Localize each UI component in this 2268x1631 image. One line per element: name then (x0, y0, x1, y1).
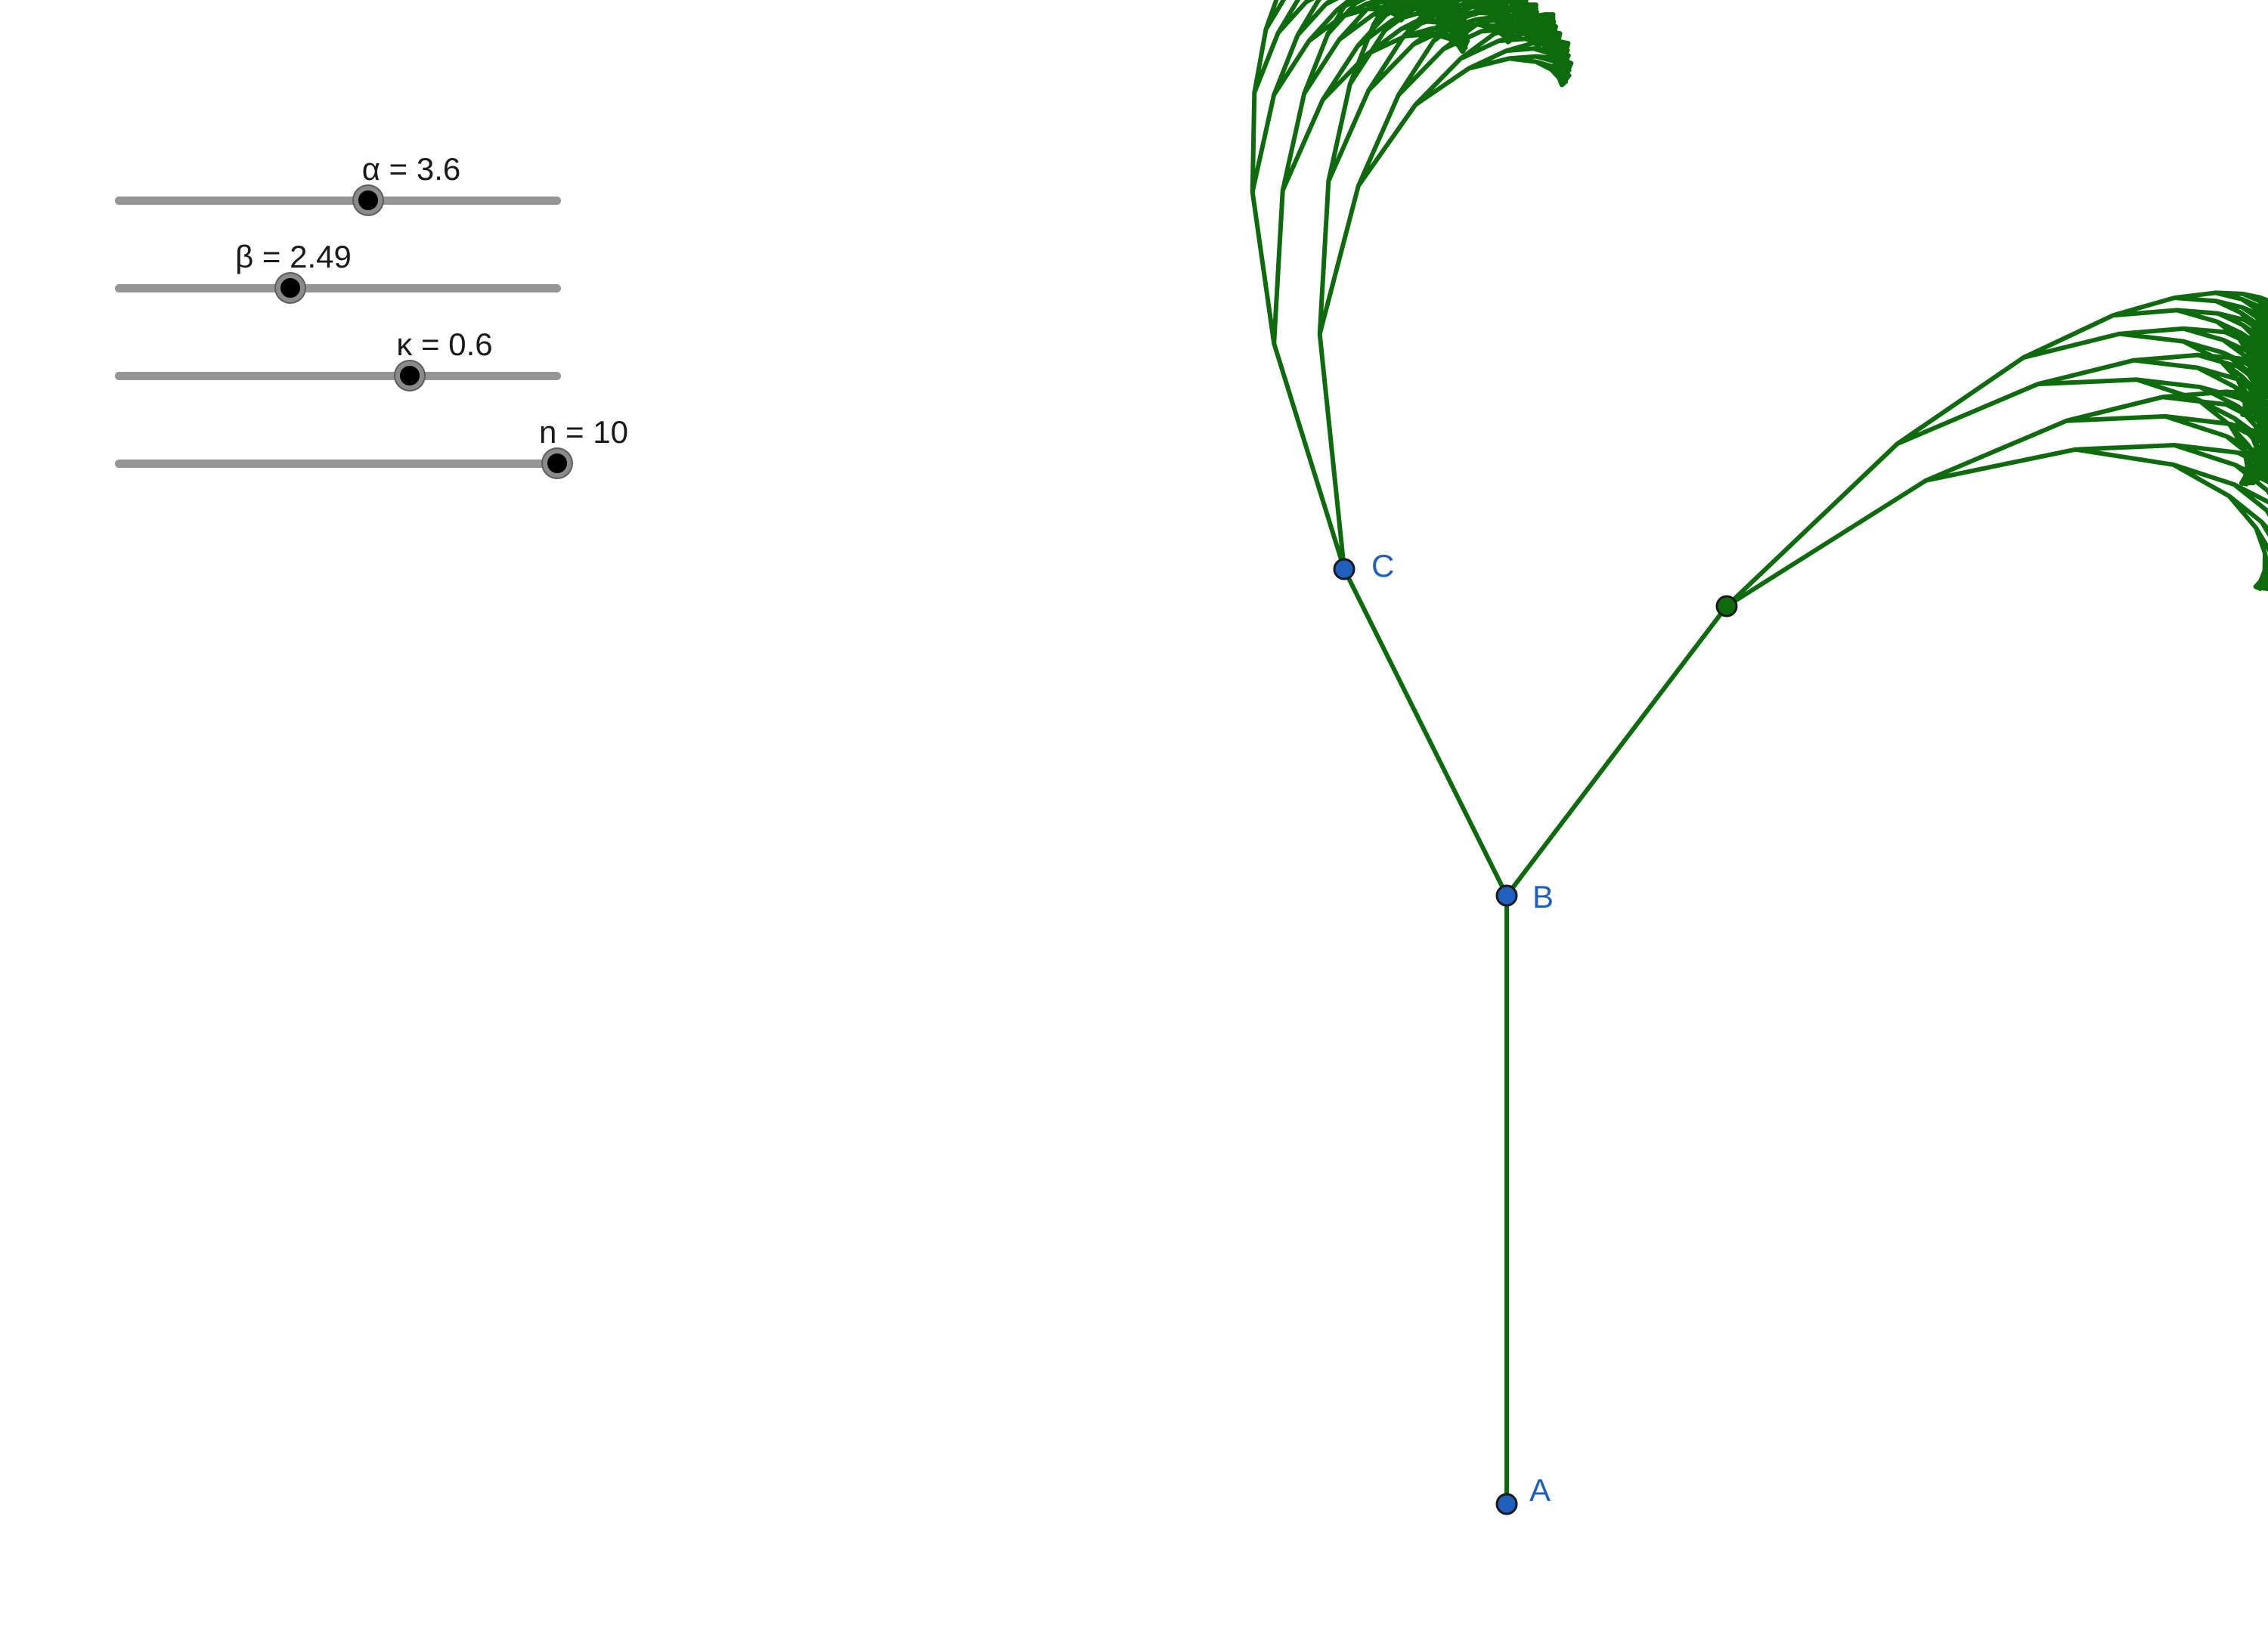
slider-beta-label: β = 2.49 (235, 239, 352, 274)
slider-alpha-knob[interactable] (354, 186, 383, 215)
slider-n[interactable]: n = 10 (115, 414, 628, 478)
slider-n-label: n = 10 (539, 414, 628, 450)
slider-beta[interactable]: β = 2.49 (115, 239, 561, 302)
slider-n-knob[interactable] (543, 449, 572, 478)
fractal-tree (1250, 0, 2268, 1506)
slider-beta-track[interactable] (115, 284, 561, 292)
slider-kappa-track[interactable] (115, 372, 561, 380)
slider-kappa[interactable]: κ = 0.6 (115, 327, 561, 390)
branch-point[interactable] (1715, 595, 1738, 617)
point-c-label: C (1371, 548, 1394, 583)
slider-alpha[interactable]: α = 3.6 (115, 151, 561, 215)
slider-alpha-label: α = 3.6 (361, 151, 461, 187)
slider-n-track[interactable] (115, 460, 561, 468)
point-b-label: B (1532, 879, 1554, 915)
point-b[interactable] (1495, 884, 1518, 907)
point-c[interactable] (1333, 558, 1356, 580)
point-a[interactable] (1495, 1493, 1518, 1515)
slider-beta-knob[interactable] (275, 274, 305, 302)
slider-alpha-track[interactable] (115, 197, 561, 205)
tree-branches (1250, 0, 2268, 1506)
slider-kappa-knob[interactable] (395, 361, 424, 390)
point-a-label: A (1529, 1472, 1551, 1508)
slider-kappa-label: κ = 0.6 (396, 327, 493, 362)
